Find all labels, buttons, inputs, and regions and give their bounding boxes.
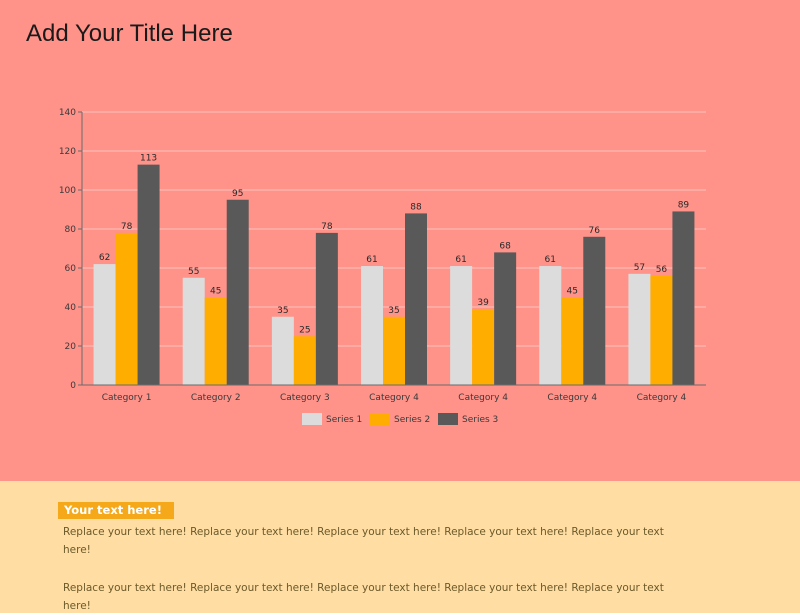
bar-series-3 bbox=[583, 236, 606, 385]
bar-series-2 bbox=[561, 297, 584, 385]
bar-series-2 bbox=[650, 275, 673, 385]
bar-series-3 bbox=[226, 199, 249, 385]
page-title: Add Your Title Here bbox=[26, 20, 233, 47]
data-label: 61 bbox=[455, 255, 466, 265]
bar-series-2 bbox=[115, 232, 138, 385]
bar-series-1 bbox=[182, 277, 205, 385]
data-label: 78 bbox=[121, 222, 133, 232]
bar-chart: 0 20 40 60 80 100 120 140 62 78 113 55 45 95 35 25 78 61… bbox=[59, 108, 706, 425]
data-label: 61 bbox=[545, 255, 556, 265]
body-paragraph-1: Replace your text here! Replace your tex… bbox=[63, 526, 664, 556]
bar-series-1 bbox=[628, 273, 651, 385]
data-label: 55 bbox=[188, 267, 199, 277]
data-label: 39 bbox=[477, 298, 489, 308]
x-tick-label: Category 2 bbox=[191, 393, 241, 403]
data-label: 88 bbox=[410, 202, 422, 212]
data-label: 35 bbox=[277, 306, 288, 316]
bar-series-3 bbox=[405, 213, 427, 385]
bar-series-3 bbox=[672, 211, 695, 385]
text-badge: Your text here! bbox=[58, 502, 174, 519]
chart-legend: Series 1 Series 2 Series 3 bbox=[302, 413, 498, 425]
legend-swatch-series-3 bbox=[438, 413, 458, 425]
data-label: 78 bbox=[321, 222, 333, 232]
bar-series-2 bbox=[293, 336, 316, 385]
y-tick-label: 100 bbox=[59, 186, 76, 196]
bar-series-1 bbox=[361, 266, 383, 385]
data-label: 57 bbox=[634, 263, 645, 273]
legend-swatch-series-1 bbox=[302, 413, 322, 425]
y-tick-label: 120 bbox=[59, 147, 76, 157]
data-label: 76 bbox=[589, 226, 601, 236]
data-label: 68 bbox=[499, 241, 511, 251]
x-tick-label: Category 3 bbox=[280, 393, 330, 403]
legend-label-series-2: Series 2 bbox=[394, 415, 430, 425]
y-tick-label: 20 bbox=[65, 342, 77, 352]
data-label: 95 bbox=[232, 189, 243, 199]
y-tick-label: 140 bbox=[59, 108, 76, 118]
legend-label-series-1: Series 1 bbox=[326, 415, 362, 425]
data-labels: 62 78 113 55 45 95 35 25 78 61 35 88 61 39 68 61 45 76 57 5… bbox=[99, 154, 690, 336]
data-label: 35 bbox=[388, 306, 399, 316]
y-tick-label: 40 bbox=[65, 303, 77, 313]
data-label: 45 bbox=[210, 286, 221, 296]
x-tick-label: Category 4 bbox=[637, 393, 687, 403]
x-axis: Category 1 Category 2 Category 3 Category 4… bbox=[82, 384, 706, 403]
data-label: 56 bbox=[656, 265, 668, 275]
data-label: 25 bbox=[299, 325, 310, 335]
data-label: 61 bbox=[366, 255, 377, 265]
data-label: 89 bbox=[678, 200, 690, 210]
x-tick-label: Category 4 bbox=[458, 393, 508, 403]
y-axis: 0 20 40 60 80 100 120 140 bbox=[59, 108, 83, 391]
legend-swatch-series-2 bbox=[370, 413, 390, 425]
bar-series-3 bbox=[137, 164, 160, 385]
bar-series-2 bbox=[472, 308, 495, 385]
data-label: 45 bbox=[567, 286, 578, 296]
x-tick-label: Category 4 bbox=[547, 393, 597, 403]
bar-series-2 bbox=[204, 297, 227, 385]
bar-series-1 bbox=[539, 266, 562, 385]
bar-series-3 bbox=[315, 232, 338, 385]
y-tick-label: 60 bbox=[65, 264, 77, 274]
body-paragraph-2: Replace your text here! Replace your tex… bbox=[63, 582, 664, 612]
x-tick-label: Category 1 bbox=[102, 393, 152, 403]
legend-label-series-3: Series 3 bbox=[462, 415, 498, 425]
x-tick-label: Category 4 bbox=[369, 393, 419, 403]
bar-series-2 bbox=[383, 316, 405, 385]
y-tick-label: 0 bbox=[70, 381, 76, 391]
y-tick-label: 80 bbox=[65, 225, 77, 235]
bar-series bbox=[93, 164, 695, 385]
data-label: 62 bbox=[99, 253, 110, 263]
bar-series-3 bbox=[494, 252, 517, 385]
bar-series-1 bbox=[271, 316, 294, 385]
data-label: 113 bbox=[140, 154, 157, 164]
bar-series-1 bbox=[450, 266, 473, 385]
bar-series-1 bbox=[93, 264, 116, 385]
